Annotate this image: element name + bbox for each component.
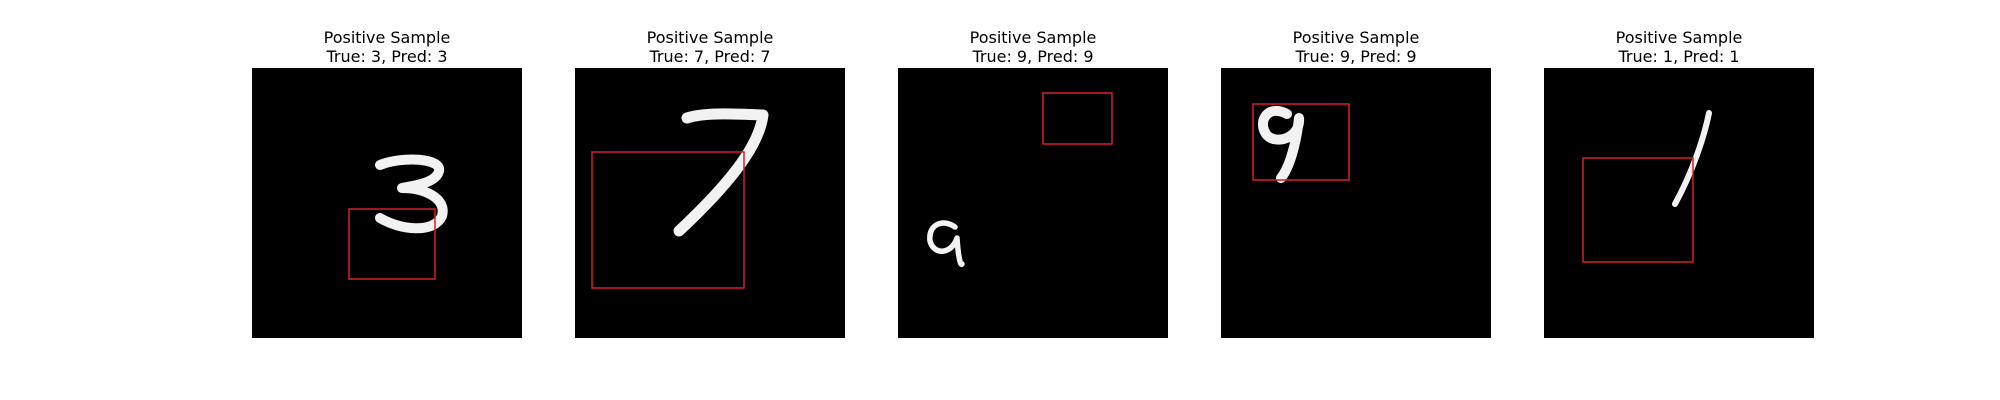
panel-title-line: Positive Sample [969,28,1097,47]
bounding-box [348,208,436,280]
panel-title-line: Positive Sample [646,28,774,47]
panel-subtitle-line: True: 1, Pred: 1 [1618,47,1740,66]
panel-subtitle-line: True: 3, Pred: 3 [326,47,448,66]
panel-title: Positive Sample True: 3, Pred: 3 [212,28,562,66]
sample-panel-2: Positive Sample True: 7, Pred: 7 [575,0,845,340]
digit-7-stroke [673,108,769,237]
sample-panel-3: Positive Sample True: 9, Pred: 9 [898,0,1168,340]
panel-title: Positive Sample True: 7, Pred: 7 [535,28,885,66]
panel-title: Positive Sample True: 9, Pred: 9 [858,28,1208,66]
digit-image-9 [898,68,1168,338]
panel-subtitle-line: True: 9, Pred: 9 [1295,47,1417,66]
panel-title-line: Positive Sample [323,28,451,47]
panel-subtitle-line: True: 9, Pred: 9 [972,47,1094,66]
bounding-box [1582,157,1694,263]
sample-panel-5: Positive Sample True: 1, Pred: 1 [1544,0,1814,340]
image-background [898,68,1168,338]
digit-9-stroke [927,220,965,267]
panel-title: Positive Sample True: 9, Pred: 9 [1181,28,1531,66]
panel-subtitle-line: True: 7, Pred: 7 [649,47,771,66]
bounding-box [1252,103,1350,181]
digit-image-9 [1221,68,1491,338]
digit-9-stroke [1257,105,1304,183]
digit-3-stroke [375,154,448,234]
image-background [1221,68,1491,338]
bounding-box [1042,92,1113,145]
image-background [252,68,522,338]
digit-image-7 [575,68,845,338]
bounding-box [591,151,745,289]
panel-title-line: Positive Sample [1615,28,1743,47]
digit-image-1 [1544,68,1814,338]
sample-panel-1: Positive Sample True: 3, Pred: 3 [252,0,522,340]
panel-title: Positive Sample True: 1, Pred: 1 [1504,28,1854,66]
image-background [1544,68,1814,338]
panel-title-line: Positive Sample [1292,28,1420,47]
digit-1-stroke [1672,110,1712,207]
digit-image-3 [252,68,522,338]
sample-panel-4: Positive Sample True: 9, Pred: 9 [1221,0,1491,340]
